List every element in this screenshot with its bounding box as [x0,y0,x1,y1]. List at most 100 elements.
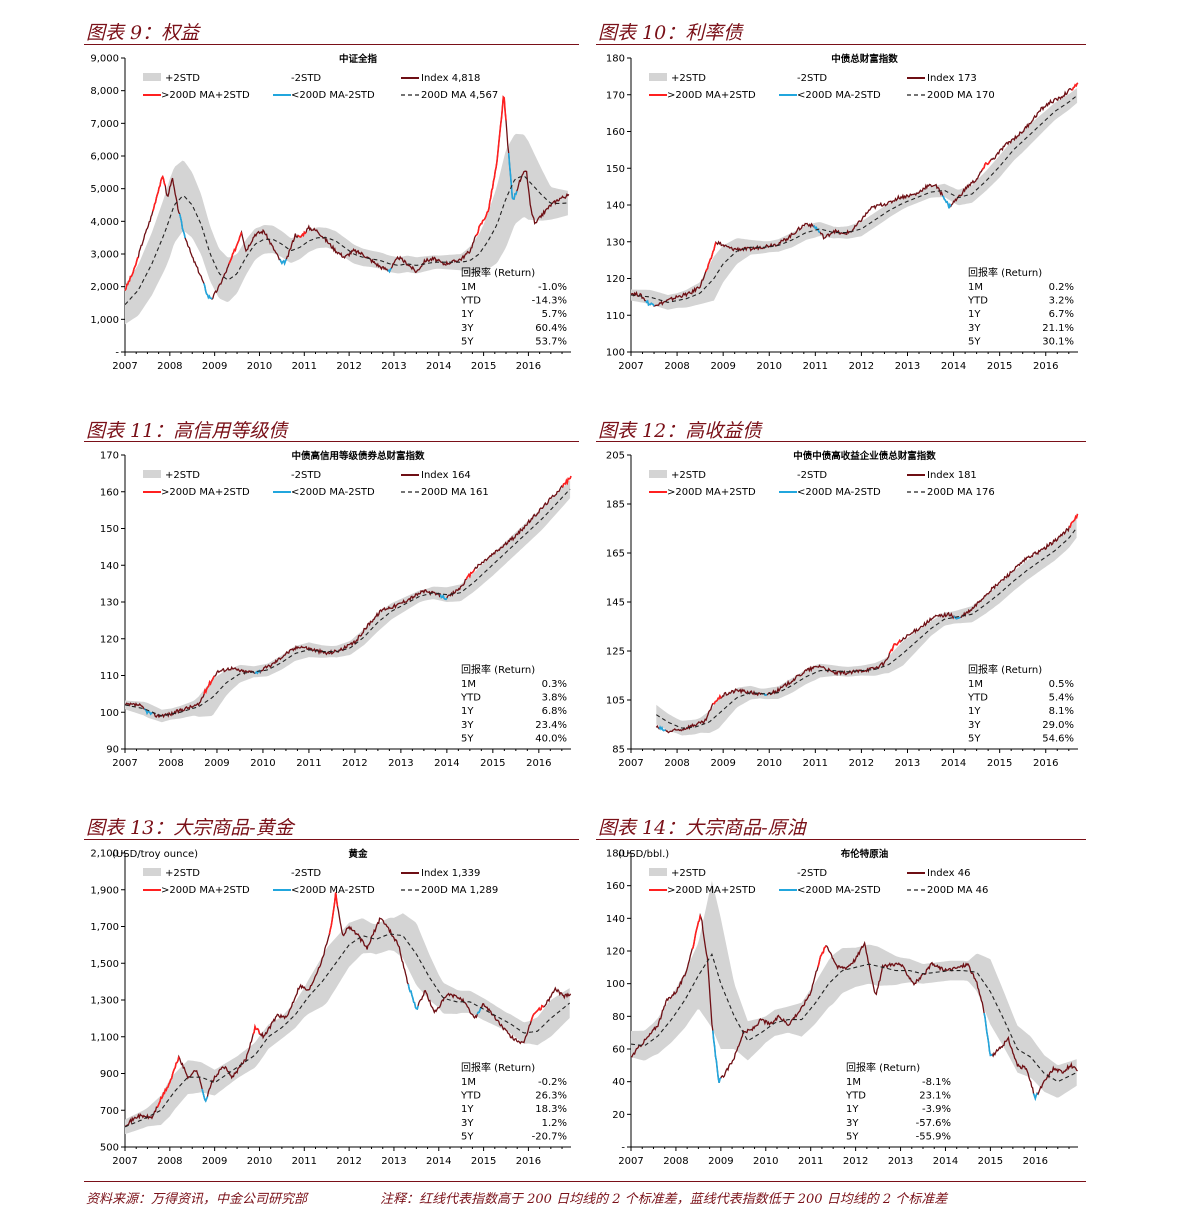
legend-label-plus2std: +2STD [671,868,706,879]
below-2std-segment [507,153,518,200]
y-tick-label: 20 [612,1110,625,1121]
below-2std-segment [1032,1092,1038,1102]
returns-label: YTD [845,1091,866,1102]
returns-value: -14.3% [532,296,567,307]
legend-swatch-band [143,868,161,876]
returns-label: 1M [461,282,476,293]
x-tick-label: 2008 [664,758,689,769]
y-tick-label: 130 [606,237,625,248]
x-tick-label: 2009 [710,758,735,769]
x-tick-label: 2014 [941,361,966,372]
legend-label-below: <200D MA-2STD [291,885,375,896]
y-tick-label: 2,100 [90,849,119,860]
y-tick-label: 205 [606,451,625,462]
above-2std-segment [704,242,717,273]
x-tick-label: 2016 [1023,1156,1048,1167]
x-tick-label: 2011 [803,758,828,769]
below-2std-segment [712,1030,722,1083]
legend-label-minus2std: -2STD [797,73,827,84]
returns-label: 5Y [846,1131,859,1142]
y-tick-label: 100 [606,979,625,990]
legend-label-ma: 200D MA 4,567 [421,90,498,101]
chart-title: 中债中债高收益企业债总财富指数 [793,450,936,462]
y-tick-label: 125 [606,647,625,658]
chart-high-grade: 90 100 110 120 130 140 150 160 170 2007 2008 2009 20… [100,450,572,769]
x-tick-label: 2007 [618,1156,643,1167]
below-2std-segment [658,725,666,732]
legend-label-below: <200D MA-2STD [797,885,881,896]
returns-table-header: 回报率 (Return) [461,1061,535,1074]
above-2std-segment [712,693,722,705]
ma-200d-line [124,488,571,717]
below-2std-segment [941,195,952,209]
returns-value: 0.2% [1049,282,1074,293]
returns-table-header: 回报率 (Return) [461,663,535,676]
above-2std-segment [297,230,307,238]
x-tick-label: 2011 [292,361,317,372]
ma-200d-line [124,933,571,1128]
legend-label-above: >200D MA+2STD [161,90,250,101]
above-2std-segment [888,638,902,654]
panel-rule [596,839,1086,840]
y-tick-label: 160 [606,881,625,892]
legend-label-index: Index 46 [927,868,970,879]
chart-title: 布伦特原油 [840,848,889,860]
returns-value: 8.1% [1049,706,1074,717]
x-tick-label: 2015 [471,361,496,372]
x-tick-label: 2010 [247,361,272,372]
returns-value: 3.8% [542,693,567,704]
band-2std [656,518,1077,736]
legend-swatch-band [143,73,161,81]
x-tick-label: 2016 [516,361,541,372]
legend-label-ma: 200D MA 161 [421,487,489,498]
above-2std-segment [1071,82,1079,91]
returns-value: 54.6% [1042,733,1074,744]
legend-label-below: <200D MA-2STD [291,90,375,101]
y-tick-label: 150 [100,524,119,535]
x-tick-label: 2012 [843,1156,868,1167]
legend-label-ma: 200D MA 170 [927,90,995,101]
returns-value: 26.3% [535,1091,567,1102]
x-tick-label: 2010 [753,1156,778,1167]
x-tick-label: 2015 [978,1156,1003,1167]
y-tick-label: 140 [606,201,625,212]
above-2std-segment [561,475,572,488]
legend-label-index: Index 4,818 [421,73,480,84]
y-tick-label: 40 [612,1077,625,1088]
returns-value: -0.2% [538,1077,567,1088]
chart-high-yield: 85 105 125 145 165 185 205 2007 2008 2009 2010 2011… [606,450,1079,769]
chart-equity: - 1,000 2,000 3,000 4,000 5,000 6,000 7,000 8,00… [90,53,571,372]
x-tick-label: 2014 [426,1156,451,1167]
legend-label-index: Index 164 [421,470,471,481]
y-tick-label: 120 [100,634,119,645]
returns-value: 6.7% [1049,309,1074,320]
legend-label-plus2std: +2STD [165,868,200,879]
y-tick-label: 7,000 [90,119,119,130]
returns-value: 40.0% [535,733,567,744]
x-tick-label: 2016 [1033,361,1058,372]
returns-label: 1M [846,1077,861,1088]
y-tick-label: 5,000 [90,184,119,195]
band-2std [631,88,1078,310]
below-2std-segment [645,299,655,307]
y-tick-label: 4,000 [90,217,119,228]
x-tick-label: 2012 [342,758,367,769]
index-line [655,513,1079,734]
y-tick-label: 185 [606,500,625,511]
legend-label-plus2std: +2STD [165,470,200,481]
y-tick-label: 180 [606,849,625,860]
x-tick-label: 2008 [664,361,689,372]
x-tick-label: 2012 [849,361,874,372]
x-tick-label: 2013 [895,758,920,769]
below-2std-segment [387,267,392,274]
returns-label: 5Y [461,1131,474,1142]
returns-label: 3Y [968,323,981,334]
footer-note: 注释：红线代表指数高于 200 日均线的 2 个标准差，蓝线代表指数低于 200… [380,1192,948,1207]
returns-label: 1M [461,679,476,690]
above-2std-segment [465,569,476,580]
panel-title-high-yield: 图表 12：高收益债 [598,420,762,442]
x-tick-label: 2015 [987,758,1012,769]
y-tick-label: 145 [606,598,625,609]
returns-label: 5Y [461,336,474,347]
y-tick-label: 170 [606,90,625,101]
